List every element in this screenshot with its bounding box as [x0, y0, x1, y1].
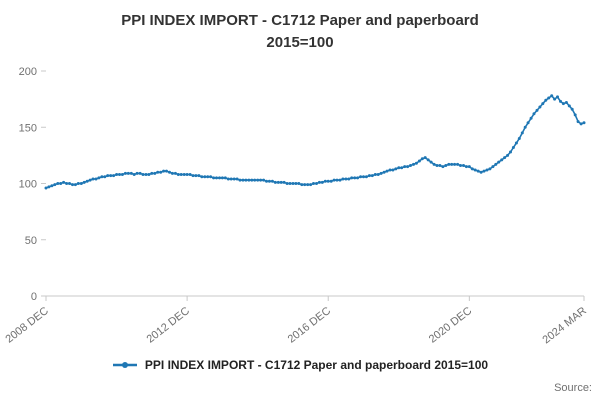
chart-svg: 0 50 100 150 200 2008 DEC 2012 DEC 2016 DEC 2020…	[3, 66, 588, 346]
source-label: Source:	[554, 382, 592, 394]
svg-text:100: 100	[19, 179, 37, 191]
svg-text:2020 DEC: 2020 DEC	[427, 305, 474, 346]
svg-text:200: 200	[19, 66, 37, 78]
svg-text:50: 50	[25, 235, 37, 247]
svg-text:2012 DEC: 2012 DEC	[145, 305, 192, 346]
svg-text:2008 DEC: 2008 DEC	[3, 305, 50, 346]
legend-line-marker-icon	[112, 362, 137, 368]
svg-text:2016 DEC: 2016 DEC	[286, 305, 333, 346]
svg-text:2024 MAR: 2024 MAR	[540, 305, 588, 346]
svg-text:150: 150	[19, 122, 37, 134]
chart-title-line2: 2015=100	[266, 34, 334, 51]
svg-text:0: 0	[31, 291, 37, 303]
legend-item[interactable]: PPI INDEX IMPORT - C1712 Paper and paper…	[0, 358, 600, 372]
chart-title-line1: PPI INDEX IMPORT - C1712 Paper and paper…	[121, 12, 479, 29]
legend-label: PPI INDEX IMPORT - C1712 Paper and paper…	[144, 358, 489, 372]
chart-title: PPI INDEX IMPORT - C1712 Paper and paper…	[0, 10, 600, 54]
